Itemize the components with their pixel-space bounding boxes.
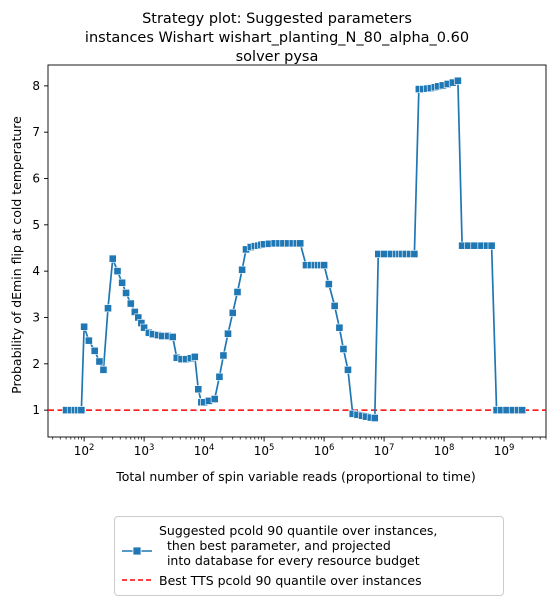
axes: 1 2 3 4 5 6 7 8 102 103 104 105 106 107 108 109 [32, 64, 547, 458]
plot-frame [47, 64, 547, 438]
data-point [335, 323, 344, 332]
data-point [80, 322, 89, 331]
data-point [194, 385, 203, 394]
data-point [90, 346, 99, 355]
chart-title-line-1: Strategy plot: Suggested parameters [142, 11, 412, 27]
y-tick-label: 5 [32, 218, 40, 232]
chart-title: Strategy plot: Suggested parameters inst… [0, 10, 554, 67]
data-point [518, 406, 527, 415]
x-tick-label: 107 [374, 443, 395, 458]
data-point [330, 301, 339, 310]
data-point [190, 352, 199, 361]
x-axis-label: Total number of spin variable reads (pro… [115, 469, 476, 484]
data-point [219, 351, 228, 360]
data-point [320, 261, 328, 270]
data-point [324, 280, 333, 289]
data-point [370, 414, 379, 422]
legend-swatch-line-marker [122, 546, 152, 556]
data-point [84, 336, 93, 345]
data-point [95, 357, 104, 366]
series-group [62, 76, 527, 422]
chart-title-line-2: instances Wishart wishart_planting_N_80_… [84, 30, 470, 46]
data-point [470, 241, 479, 250]
legend-swatch-dashed [122, 579, 152, 581]
data-point [108, 254, 117, 263]
x-tick-label: 106 [314, 443, 335, 458]
data-point [140, 323, 149, 332]
x-tick-label: 108 [434, 443, 455, 458]
legend-label-best-tts: Best TTS pcold 90 quantile over instance… [159, 573, 422, 588]
data-point [296, 239, 305, 248]
data-point [113, 267, 122, 276]
y-tick-label: 2 [32, 357, 40, 371]
data-point [215, 372, 224, 381]
data-point [464, 241, 472, 250]
data-point [344, 365, 352, 374]
y-axis-label: Probability of dEmin flip at cold temper… [9, 116, 24, 394]
x-tick-label: 109 [494, 443, 515, 458]
y-tick-label: 7 [32, 125, 40, 139]
data-point [126, 299, 135, 308]
legend: Suggested pcold 90 quantile over instanc… [114, 516, 504, 596]
y-tick-label: 8 [32, 79, 40, 93]
y-tick-label: 4 [32, 264, 40, 278]
data-point [238, 265, 247, 274]
data-point [118, 278, 127, 287]
x-tick-label: 103 [134, 443, 155, 458]
data-point [339, 345, 348, 353]
data-point [99, 365, 108, 374]
data-point [168, 333, 177, 341]
y-tick-label: 3 [32, 310, 40, 324]
data-point [233, 288, 242, 296]
x-tick-label: 105 [254, 443, 275, 458]
data-point [210, 395, 219, 403]
series-line-suggested [66, 79, 523, 419]
data-point [380, 250, 388, 258]
data-point [228, 308, 237, 317]
legend-label-suggested: Suggested pcold 90 quantile over instanc… [159, 523, 438, 568]
data-point [104, 304, 112, 313]
data-point [77, 406, 86, 415]
y-tick-label: 6 [32, 171, 40, 185]
data-point [224, 329, 232, 338]
data-point [487, 241, 496, 250]
x-tick-label: 102 [74, 443, 95, 458]
x-tick-label: 104 [194, 443, 215, 458]
data-point [122, 289, 130, 297]
chart-title-line-3: solver pysa [235, 49, 319, 65]
data-point [453, 76, 462, 85]
y-tick-label: 1 [32, 403, 40, 417]
data-point [410, 250, 419, 258]
